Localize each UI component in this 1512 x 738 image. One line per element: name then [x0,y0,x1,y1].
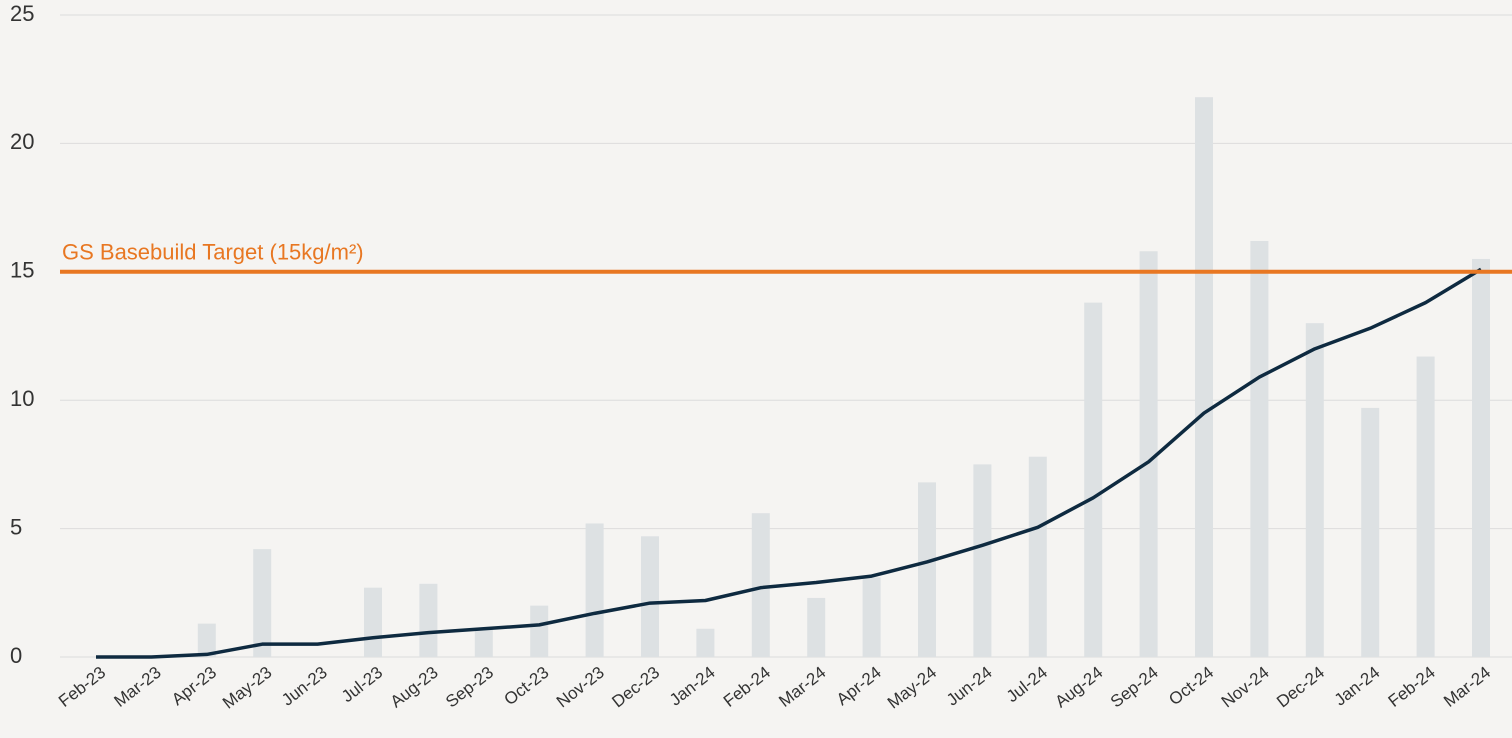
x-tick-label: Oct-23 [501,663,553,709]
bar [973,464,992,657]
bar [918,482,936,657]
y-tick-label: 15 [10,258,34,283]
x-tick-label: Feb-23 [55,663,109,711]
y-tick-label: 5 [10,514,22,539]
x-tick-label: Dec-24 [1273,663,1328,712]
y-tick-label: 0 [10,643,22,668]
x-tick-label: Nov-24 [1218,663,1273,712]
bar [1416,356,1435,657]
x-tick-label: Oct-24 [1165,663,1217,709]
bar [641,536,659,657]
bar [807,597,826,657]
x-tick-label: Nov-23 [553,663,608,712]
target-label: GS Basebuild Target (15kg/m²) [62,240,364,265]
x-tick-label: Jun-23 [278,663,331,710]
bar [253,549,272,657]
x-tick-label: Apr-23 [168,663,220,709]
y-tick-label: 25 [10,1,34,26]
x-tick-label: Jul-23 [338,663,386,706]
bar [419,583,438,657]
bar [1139,251,1158,658]
bar [197,623,216,657]
x-tick-label: Sep-23 [442,663,497,712]
x-tick-label: Sep-24 [1107,663,1162,712]
bar [530,605,549,657]
bar [1028,456,1047,657]
x-tick-label: Feb-24 [1385,663,1439,711]
bar [1305,323,1324,657]
y-tick-label: 20 [10,129,34,154]
x-tick-label: Mar-24 [1440,663,1494,711]
bar [751,513,770,657]
bar [1361,407,1380,657]
x-tick-label: Mar-24 [775,663,829,711]
x-tick-label: Dec-23 [608,663,663,712]
bar [1195,97,1213,657]
x-tick-label: Aug-23 [387,663,442,712]
bar [862,577,881,657]
bar [585,523,604,657]
x-tick-label: Jun-24 [943,663,996,710]
x-tick-label: May-24 [884,663,940,713]
x-tick-label: May-23 [219,663,275,713]
bar [1084,302,1103,657]
bar [364,587,382,657]
y-tick-label: 10 [10,386,34,411]
x-tick-label: Aug-24 [1052,663,1107,712]
x-tick-label: Apr-24 [833,663,885,709]
bar [1250,240,1269,657]
line [96,267,1482,659]
x-tick-label: Mar-23 [110,663,164,711]
x-tick-label: Jul-24 [1003,663,1051,706]
x-tick-label: Jan-24 [1331,663,1384,710]
bar [474,628,493,657]
bar [696,628,715,657]
x-tick-label: Jan-24 [666,663,719,710]
bar [1472,258,1490,657]
x-tick-label: Feb-24 [720,663,774,711]
